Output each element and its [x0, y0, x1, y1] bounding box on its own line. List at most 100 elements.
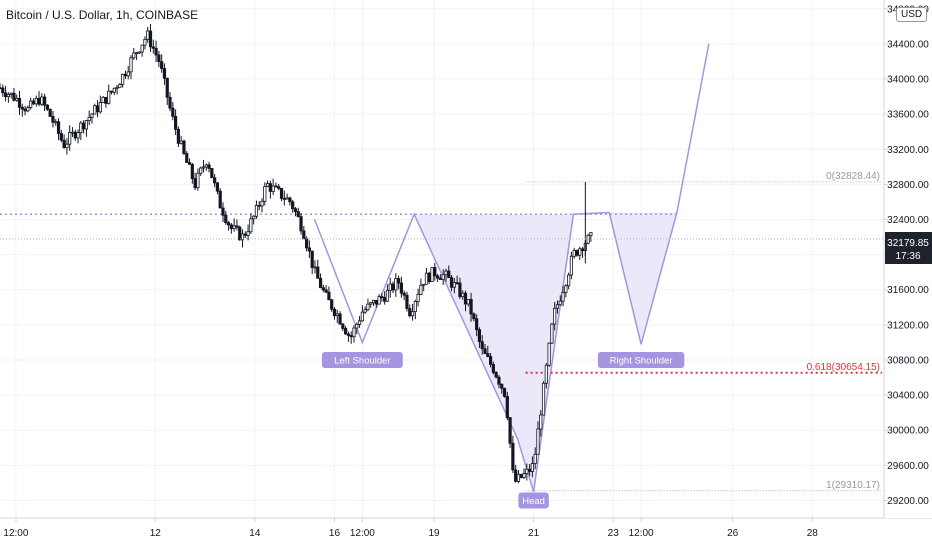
candle-body	[279, 187, 284, 199]
candle-body	[210, 168, 214, 179]
candle-body	[282, 197, 286, 200]
candle-body	[313, 266, 317, 269]
candle-body	[226, 222, 231, 226]
candle-body	[466, 299, 470, 305]
candle-body	[344, 328, 348, 335]
candle-body	[73, 131, 77, 139]
candle-body	[508, 417, 512, 444]
candle-body	[37, 98, 41, 105]
candle-body	[497, 376, 501, 385]
candle-body	[380, 296, 384, 299]
candle-body	[31, 100, 36, 105]
candle-body	[519, 473, 523, 478]
candle-body	[444, 270, 448, 276]
current-price-tag: 32179.85 17:36	[885, 232, 932, 264]
candle-body	[137, 51, 141, 54]
candle-body	[123, 73, 128, 77]
chart-title: Bitcoin / U.S. Dollar, 1h, COINBASE	[6, 8, 199, 22]
candle-body	[310, 250, 314, 268]
y-tick-label: 29600.00	[887, 461, 929, 472]
countdown-label: 17:36	[895, 251, 920, 262]
candle-body	[447, 270, 451, 278]
candle-body	[589, 232, 593, 236]
candle-body	[505, 396, 509, 419]
fibonacci-levels[interactable]: 0(32828.44) 0.618(30654.15) 1(29310.17)	[525, 171, 882, 492]
candle-body	[3, 92, 8, 98]
candle-body	[332, 308, 337, 317]
fib-level-label: 0.618(30654.15)	[807, 362, 880, 373]
x-tick-label: 19	[428, 528, 440, 539]
candle-body	[112, 87, 116, 93]
candle-body	[176, 128, 180, 144]
candle-body	[20, 106, 24, 110]
y-tick-label: 34000.00	[887, 75, 929, 86]
candle-body	[146, 30, 150, 40]
candle-body	[561, 292, 565, 302]
candle-body	[399, 282, 403, 294]
candle-body	[201, 166, 206, 169]
candle-body	[316, 266, 320, 279]
candle-body	[410, 311, 415, 317]
candle-body	[129, 57, 133, 73]
currency-button[interactable]: USD	[896, 7, 928, 22]
pattern-label-text: Head	[522, 496, 545, 507]
candle-body	[341, 323, 345, 329]
candle-body	[539, 414, 543, 430]
candle-body	[469, 299, 473, 315]
candle-body	[302, 230, 306, 240]
candle-body	[530, 463, 534, 472]
candle-body	[296, 211, 300, 218]
candle-body	[56, 121, 61, 134]
fib-level-label: 1(29310.17)	[826, 480, 880, 491]
candle-body	[396, 278, 401, 284]
candle-body	[17, 97, 22, 108]
candle-body	[318, 277, 323, 289]
x-tick-label: 28	[807, 528, 819, 539]
candle-body	[218, 190, 222, 209]
candle-body	[483, 348, 487, 354]
candle-body	[575, 250, 579, 256]
candle-body	[249, 218, 253, 233]
candle-body	[115, 86, 119, 89]
candle-body	[544, 364, 548, 384]
y-tick-label: 31600.00	[887, 285, 929, 296]
head-and-shoulders-pattern[interactable]	[0, 43, 710, 492]
candle-body	[62, 139, 66, 149]
x-tick-label: 12:00	[350, 528, 375, 539]
candle-body	[363, 309, 367, 313]
candle-body	[480, 341, 484, 350]
candle-body	[436, 275, 440, 279]
candle-body	[285, 197, 289, 200]
candle-body	[569, 255, 574, 276]
x-axis-ticks: 12:00 12 14 16 12:00 19 21 23 12:00 26 28	[3, 518, 818, 539]
candle-body	[330, 299, 334, 310]
grid-lines	[0, 0, 884, 518]
candle-body	[185, 153, 189, 163]
pattern-label-bg	[321, 351, 403, 368]
candle-body	[572, 250, 576, 257]
candle-body	[143, 38, 147, 46]
candle-body	[34, 98, 38, 105]
candle-body	[511, 442, 515, 471]
candle-body	[199, 167, 203, 174]
candle-body	[134, 52, 139, 55]
candle-body	[360, 311, 364, 322]
candle-body	[121, 73, 125, 85]
x-tick-label: 23	[608, 528, 620, 539]
candle-body	[0, 87, 2, 90]
candle-body	[48, 108, 52, 117]
candle-body	[547, 342, 551, 366]
fib-level-label: 0(32828.44)	[826, 171, 880, 182]
candle-body	[179, 140, 183, 144]
candle-body	[416, 293, 420, 302]
candle-body	[252, 215, 256, 220]
candle-body	[221, 207, 225, 216]
candle-body	[140, 44, 144, 53]
candle-body	[165, 77, 169, 98]
candle-body	[82, 122, 86, 130]
candle-body	[154, 47, 158, 56]
candle-body	[288, 197, 292, 203]
candle-body	[243, 233, 247, 236]
candle-body	[160, 61, 164, 69]
